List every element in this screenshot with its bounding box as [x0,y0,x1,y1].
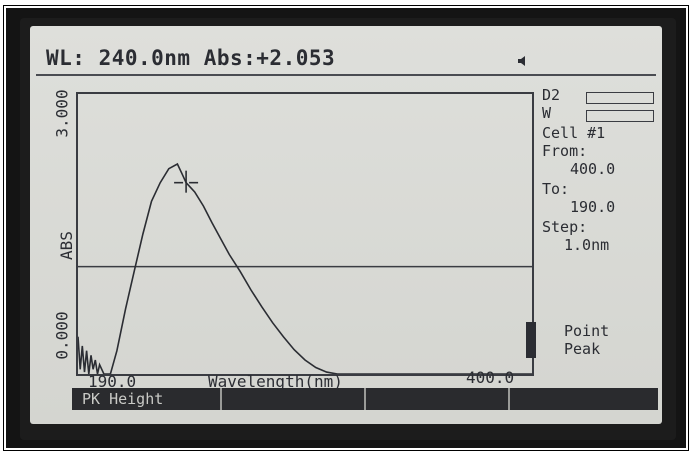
speaker-icon[interactable] [516,54,530,68]
lamp-d2-label: D2 [542,88,560,103]
softkey-4[interactable] [510,388,658,410]
header-divider [36,74,656,76]
softkey-1[interactable]: PK Height [72,388,222,410]
crosshair-cursor-icon[interactable] [174,171,198,193]
y-tick-top: 3.000 [53,89,72,137]
step-value: 1.0nm [564,238,609,253]
cell-label: Cell #1 [542,126,605,141]
x-tick-right: 400.0 [466,370,514,386]
mode-point[interactable]: Point [564,324,609,339]
lamp-d2-indicator [586,92,654,104]
y-axis-label: ABS [57,231,76,260]
lamp-w-indicator [586,110,654,122]
step-label: Step: [542,220,587,235]
mode-peak[interactable]: Peak [564,342,600,357]
spectrum-plot[interactable] [76,92,534,376]
from-label: From: [542,144,587,159]
lcd-screen: WL: 240.0nm Abs:+2.053 3.000 ABS 0.000 1… [30,26,662,424]
spectrum-line [78,164,532,374]
to-value: 190.0 [570,200,615,215]
softkey-bar: PK Height [72,388,658,410]
y-tick-bottom: 0.000 [53,311,72,359]
from-value: 400.0 [570,162,615,177]
lamp-w-label: W [542,106,551,121]
softkey-2[interactable] [222,388,366,410]
mode-selector-icon[interactable] [526,322,536,358]
to-label: To: [542,182,569,197]
softkey-3[interactable] [366,388,510,410]
wavelength-absorbance-readout: WL: 240.0nm Abs:+2.053 [46,48,335,69]
